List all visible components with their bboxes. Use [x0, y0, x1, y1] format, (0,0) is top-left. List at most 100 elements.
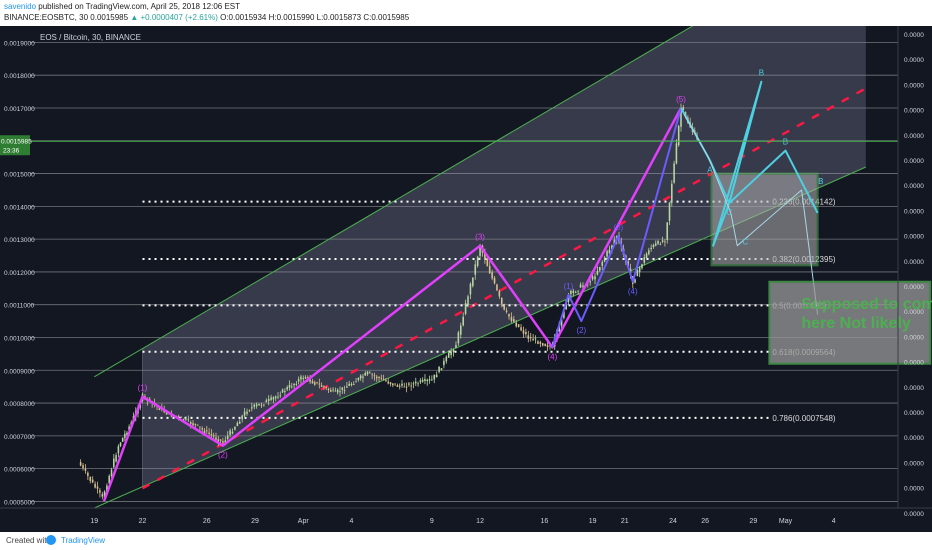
author-link[interactable]: savenido [4, 2, 37, 11]
candle-body [452, 349, 455, 353]
candle-body [611, 245, 613, 250]
candle-body [199, 426, 201, 428]
candle-body [503, 304, 505, 310]
wave-label: (2) [576, 326, 586, 335]
y-tick-right: 0.0000 [904, 385, 924, 392]
x-tick-label: 4 [350, 518, 354, 525]
y-tick-left: 0.0006000 [4, 467, 35, 474]
candle-body [435, 374, 438, 378]
candle-body [297, 379, 300, 382]
y-tick-left: 0.0017000 [4, 106, 35, 113]
candle-body [295, 384, 298, 385]
candle-body [79, 462, 82, 466]
candle-body [94, 483, 96, 488]
channel-upper-line [94, 26, 694, 378]
wave-label: A [707, 165, 713, 174]
candle-body [82, 465, 84, 469]
y-tick-left: 0.0008000 [4, 401, 35, 408]
candle-body [243, 411, 246, 416]
candle-body [431, 379, 433, 381]
candle-body [371, 374, 373, 376]
x-tick-label: 24 [669, 518, 677, 525]
y-tick-right: 0.0000 [904, 158, 924, 165]
candle-body [364, 372, 367, 376]
candle-body [426, 379, 429, 382]
candle-body [194, 423, 197, 425]
candle-body [606, 251, 608, 257]
candle-body [357, 377, 360, 381]
x-tick-label: 21 [621, 518, 629, 525]
candle-body [185, 418, 187, 420]
candle-body [121, 437, 124, 442]
candle-body [389, 382, 392, 385]
candle-body [311, 381, 314, 384]
candle-body [359, 375, 362, 379]
price-chart[interactable]: 0.236(0.0014142)0.382(0.0012395)0.5(0.00… [0, 26, 932, 532]
candle-body [412, 383, 415, 385]
annotation-box [768, 280, 932, 365]
last-price: 0.0015985 [90, 13, 129, 22]
candle-body [570, 290, 572, 294]
candle-body [253, 404, 256, 407]
candle-body [491, 271, 493, 279]
wave-label: (4) [548, 352, 558, 361]
candle-body [532, 338, 534, 341]
candle-body [648, 250, 650, 255]
x-tick-label: 26 [701, 518, 709, 525]
candle-body [300, 376, 302, 380]
candle-body [405, 386, 408, 388]
candle-body [671, 183, 673, 203]
elliott-wave-sub [551, 107, 682, 348]
candle-body [272, 397, 275, 400]
wave-label: B [759, 69, 764, 78]
candle-body [284, 391, 286, 393]
candle-body [591, 276, 594, 280]
candle-body [339, 391, 341, 393]
candle-body [385, 380, 387, 382]
candle-body [236, 422, 239, 427]
candle-body [323, 386, 325, 388]
candle-body [493, 277, 496, 284]
candle-body [255, 404, 258, 407]
wave-label: (3) [475, 233, 485, 242]
candle-body [682, 106, 685, 111]
candle-body [469, 283, 472, 295]
candle-body [476, 256, 479, 266]
candle-body [110, 469, 113, 477]
candle-body [106, 485, 108, 492]
candle-body [115, 455, 117, 462]
wave-label: B [783, 138, 788, 147]
candle-body [638, 267, 641, 273]
wave-label: (2) [218, 451, 228, 460]
candle-body [279, 395, 282, 397]
candle-body [263, 404, 265, 406]
candle-body [304, 377, 307, 379]
candle-body [99, 490, 101, 493]
candle-body [419, 380, 422, 383]
y-tick-right: 0.0000 [904, 284, 924, 291]
chart-area[interactable]: 0.236(0.0014142)0.382(0.0012395)0.5(0.00… [0, 26, 932, 532]
candle-body [355, 381, 357, 383]
wave-label: C [742, 238, 748, 247]
candle-body [101, 493, 104, 497]
candle-body [445, 356, 448, 362]
candle-body [219, 439, 222, 441]
candle-body [428, 379, 431, 381]
candle-body [645, 253, 648, 259]
candle-body [87, 472, 89, 477]
wave-label: C [726, 208, 732, 217]
annotation-text-line2: here Not likely [801, 315, 910, 332]
candle-body [378, 377, 380, 379]
last-price-time: 23:36 [3, 147, 20, 154]
candle-body [474, 264, 477, 275]
tradingview-brand[interactable]: TradingView [61, 536, 106, 545]
candle-body [346, 386, 348, 388]
candle-body [246, 411, 248, 414]
created-with-label: Created with [6, 536, 51, 545]
candle-body [403, 386, 406, 388]
candle-body [196, 424, 199, 426]
candle-body [270, 397, 272, 400]
candle-body [596, 270, 599, 275]
candle-body [336, 389, 339, 393]
candle-body [421, 379, 424, 382]
